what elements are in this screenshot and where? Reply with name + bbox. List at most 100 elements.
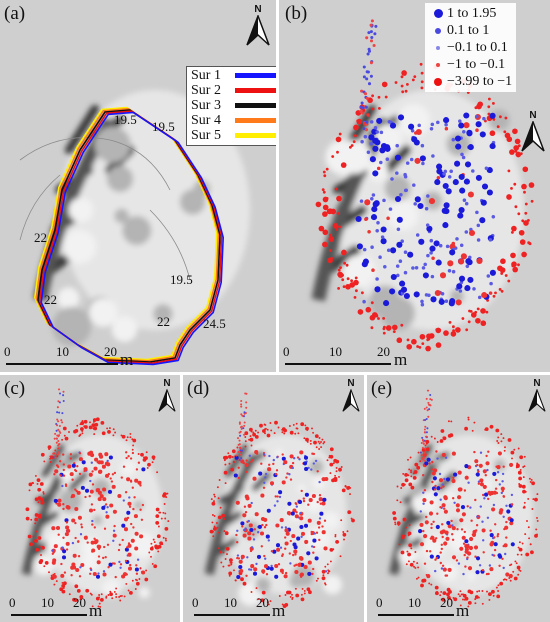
change-point — [76, 424, 79, 427]
change-point — [487, 450, 490, 453]
change-point — [436, 163, 443, 170]
change-point — [392, 330, 396, 334]
change-point — [496, 125, 500, 129]
change-point — [156, 534, 161, 539]
change-point — [489, 269, 496, 276]
change-point — [139, 508, 142, 511]
change-point — [36, 482, 39, 485]
change-point — [471, 533, 475, 536]
change-point — [474, 595, 479, 599]
change-point — [407, 458, 409, 461]
change-point — [469, 590, 474, 595]
change-point — [341, 488, 346, 493]
change-point — [107, 430, 111, 434]
change-point — [504, 552, 507, 556]
change-point — [269, 566, 274, 571]
change-point — [491, 101, 495, 105]
change-point — [144, 456, 148, 460]
scale-tick: 20 — [256, 595, 269, 610]
change-point — [295, 502, 298, 506]
change-point — [463, 489, 467, 492]
change-point — [97, 555, 101, 558]
panel-d-terrain — [183, 375, 364, 622]
change-point — [304, 541, 307, 545]
change-point — [276, 495, 279, 498]
change-point — [267, 539, 270, 542]
change-point — [473, 450, 476, 454]
change-point — [423, 407, 426, 410]
change-point — [404, 472, 409, 477]
change-point — [232, 461, 235, 464]
change-point — [421, 161, 425, 166]
change-point — [127, 552, 132, 557]
change-point — [65, 525, 70, 530]
change-point — [428, 582, 431, 585]
change-point — [441, 503, 446, 508]
change-point — [362, 299, 366, 304]
change-point — [401, 482, 406, 487]
change-point — [414, 566, 417, 569]
change-point — [57, 428, 60, 431]
change-point — [243, 505, 247, 508]
change-point — [120, 594, 123, 597]
change-point — [64, 483, 68, 486]
change-point — [360, 89, 364, 93]
change-point — [471, 429, 474, 432]
change-point — [329, 447, 334, 452]
change-point — [250, 591, 253, 593]
change-point — [419, 155, 426, 162]
change-point — [433, 437, 436, 440]
change-point — [432, 538, 437, 543]
change-point — [512, 266, 519, 273]
change-point — [407, 531, 412, 536]
change-point — [318, 494, 322, 497]
change-point — [269, 422, 272, 424]
change-point — [57, 498, 62, 503]
change-point — [52, 551, 55, 554]
change-point — [473, 545, 479, 550]
change-point — [260, 598, 265, 603]
change-point — [498, 510, 503, 515]
change-point — [139, 567, 142, 570]
change-point — [479, 505, 482, 508]
change-point — [217, 497, 220, 500]
change-point — [417, 123, 421, 128]
change-point — [34, 522, 37, 525]
change-point — [364, 128, 368, 132]
change-point — [420, 86, 424, 90]
change-point — [227, 452, 230, 455]
change-point — [312, 452, 316, 456]
change-point — [284, 526, 288, 529]
change-point — [244, 440, 247, 443]
change-point — [422, 502, 425, 505]
change-point — [419, 542, 425, 547]
change-point — [290, 511, 295, 516]
change-point — [107, 489, 113, 494]
change-point — [126, 436, 129, 439]
change-point — [498, 287, 502, 291]
change-point — [399, 193, 403, 197]
legend-dot — [433, 9, 443, 18]
change-point — [91, 423, 96, 427]
change-point — [519, 455, 524, 460]
north-label: N — [347, 378, 355, 389]
change-point — [461, 155, 466, 160]
change-point — [112, 509, 117, 514]
change-point — [274, 420, 278, 425]
change-point — [133, 514, 138, 519]
change-point — [444, 574, 447, 577]
change-point — [348, 145, 352, 149]
change-point — [415, 577, 418, 580]
change-point — [515, 151, 522, 158]
legend-swatch — [235, 133, 276, 138]
change-point — [244, 436, 247, 438]
change-point — [531, 508, 534, 510]
change-point — [80, 485, 85, 490]
legend-item: −3.99 to −1 — [429, 73, 512, 90]
change-point — [400, 487, 403, 489]
change-point — [464, 565, 467, 568]
change-point — [95, 417, 100, 422]
change-point — [254, 429, 257, 432]
change-point — [53, 572, 56, 575]
change-point — [331, 155, 335, 158]
